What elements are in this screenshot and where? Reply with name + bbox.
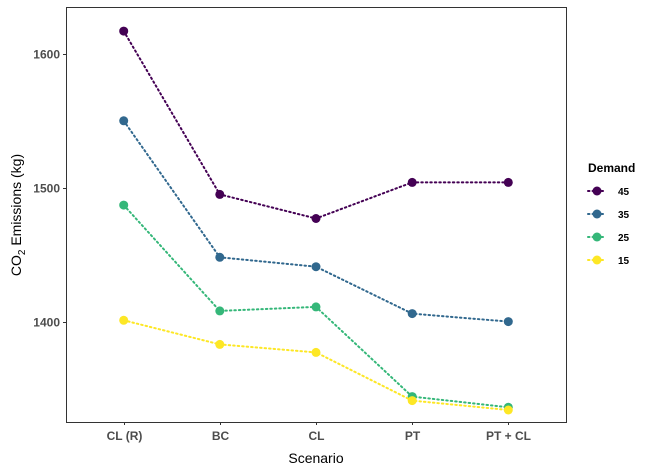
- y-axis-title-subscript: 2: [17, 249, 28, 255]
- data-point: [215, 306, 225, 316]
- data-point: [119, 315, 129, 325]
- data-point: [215, 189, 225, 199]
- series-35: [119, 116, 513, 327]
- data-point: [407, 177, 417, 187]
- x-tick-label: CL: [309, 429, 325, 443]
- y-tick-label: 1400: [33, 316, 60, 330]
- series-line: [122, 119, 510, 323]
- legend-key-point: [592, 255, 602, 265]
- legend-label: 45: [618, 187, 630, 198]
- y-axis-title-prefix: CO: [8, 255, 24, 276]
- data-point: [311, 262, 321, 272]
- x-tick-label: PT: [405, 429, 421, 443]
- data-point: [311, 302, 321, 312]
- y-axis-title-suffix: Emissions (kg): [8, 154, 24, 250]
- data-point: [503, 405, 513, 415]
- legend: Demand 45 35 25 15: [587, 161, 635, 267]
- data-point: [215, 252, 225, 262]
- legend-key-point: [592, 186, 602, 196]
- data-point: [503, 317, 513, 327]
- series-15: [119, 315, 513, 415]
- legend-title: Demand: [588, 161, 635, 175]
- y-axis-title: CO2 Emissions (kg): [8, 154, 28, 276]
- x-tick-label: BC: [212, 429, 230, 443]
- data-point: [407, 309, 417, 319]
- x-axis-title: Scenario: [288, 450, 343, 466]
- x-tick-label: CL (R): [107, 429, 143, 443]
- series-25: [119, 200, 513, 412]
- data-point: [215, 339, 225, 349]
- series-45: [119, 26, 513, 223]
- x-tick-label: PT + CL: [486, 429, 531, 443]
- data-point: [119, 26, 129, 36]
- data-point: [311, 214, 321, 223]
- legend-key-point: [592, 209, 602, 219]
- legend-label: 35: [618, 210, 630, 221]
- legend-key-point: [592, 232, 602, 242]
- y-tick-label: 1600: [33, 48, 60, 62]
- series-layer: [119, 26, 513, 415]
- axis-layer: 1400 1500 1600 CL (R) BC CL PT PT + CL: [33, 48, 531, 444]
- legend-label: 15: [618, 256, 630, 267]
- data-point: [311, 347, 321, 357]
- data-point: [119, 116, 129, 126]
- legend-item: 25: [587, 232, 630, 244]
- data-point: [503, 177, 513, 187]
- y-tick-label: 1500: [33, 182, 60, 196]
- legend-label: 25: [618, 233, 630, 244]
- legend-item: 45: [587, 186, 630, 198]
- legend-item: 35: [587, 209, 630, 221]
- data-point: [119, 200, 129, 210]
- data-point: [407, 396, 417, 406]
- legend-item: 15: [587, 255, 630, 267]
